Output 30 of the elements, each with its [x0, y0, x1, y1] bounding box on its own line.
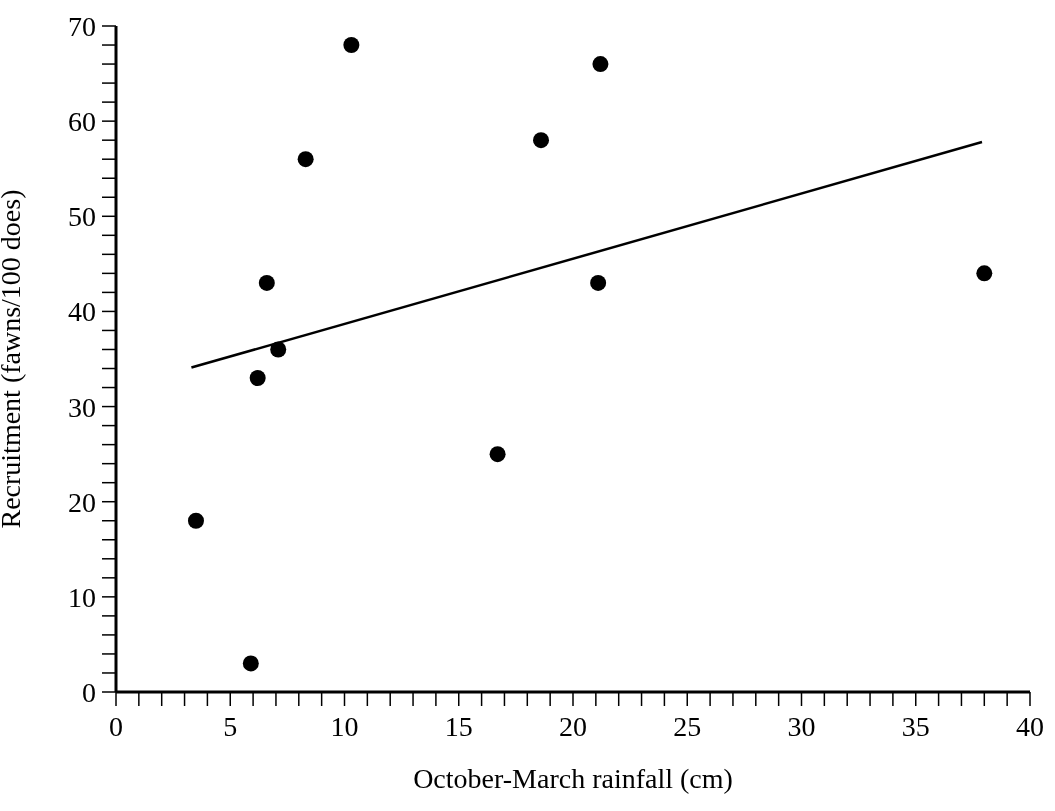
- x-tick-label: 40: [1016, 710, 1044, 742]
- point: [533, 132, 550, 149]
- point: [590, 274, 607, 291]
- y-tick-label: 20: [68, 486, 96, 518]
- point: [592, 56, 609, 73]
- y-tick-label: 40: [68, 296, 96, 328]
- y-tick-label: 60: [68, 106, 96, 138]
- x-tick-label: 10: [330, 710, 359, 742]
- x-tick-label: 0: [109, 710, 123, 742]
- x-tick-label: 30: [787, 710, 816, 742]
- x-tick-label: 5: [223, 710, 238, 742]
- x-axis-title: October-March rainfall (cm): [413, 763, 733, 794]
- y-tick-label: 50: [68, 201, 96, 233]
- point: [258, 274, 275, 291]
- x-tick-label: 15: [444, 710, 473, 742]
- y-tick-label: 0: [82, 676, 96, 708]
- x-tick-label: 25: [673, 710, 702, 742]
- point: [242, 655, 259, 672]
- y-tick-label: 30: [68, 391, 96, 423]
- y-tick-label: 70: [68, 10, 96, 42]
- point: [976, 265, 993, 282]
- x-tick-label: 35: [901, 710, 930, 742]
- y-axis-title: Recruitment (fawns/100 does): [0, 189, 26, 529]
- point: [249, 370, 266, 387]
- point: [343, 37, 360, 54]
- point: [297, 151, 314, 168]
- x-tick-label: 20: [559, 710, 587, 742]
- point: [187, 512, 204, 529]
- y-tick-label: 10: [68, 581, 96, 613]
- point: [489, 446, 506, 463]
